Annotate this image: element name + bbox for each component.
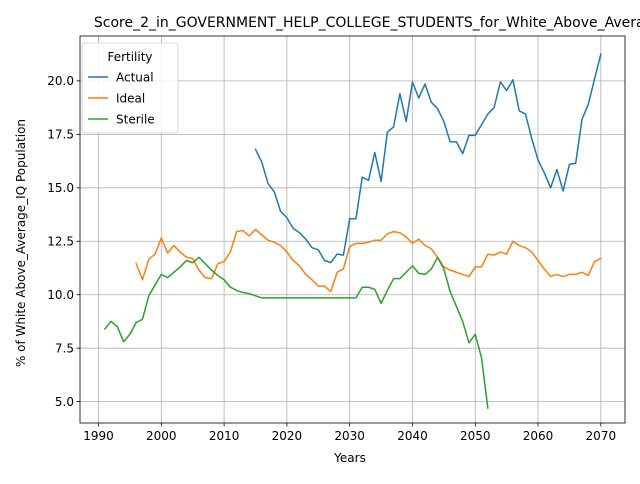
y-tick-label: 12.5: [47, 235, 74, 249]
x-tick-label: 2070: [586, 429, 617, 443]
y-tick-label: 15.0: [47, 181, 74, 195]
y-tick-label: 5.0: [55, 395, 74, 409]
legend-label-ideal: Ideal: [116, 91, 145, 105]
legend: Fertility Actual Ideal Sterile: [81, 42, 179, 134]
x-tick-label: 2020: [272, 429, 303, 443]
legend-label-sterile: Sterile: [116, 112, 155, 126]
legend-title: Fertility: [107, 50, 152, 64]
y-tick-label: 10.0: [47, 288, 74, 302]
legend-label-actual: Actual: [116, 70, 154, 84]
series-lines: [103, 53, 602, 409]
y-tick-label: 17.5: [47, 128, 74, 142]
x-tick-label: 2030: [334, 429, 365, 443]
x-tick-label: 2010: [209, 429, 240, 443]
y-axis-label: % of White Above_Average_IQ Population: [14, 119, 28, 367]
series-line-sterile: [103, 256, 489, 409]
x-axis-label: Years: [333, 451, 366, 465]
x-tick-label: 2040: [397, 429, 428, 443]
x-tick-label: 1990: [83, 429, 114, 443]
x-tick-label: 2060: [523, 429, 554, 443]
y-tick-label: 20.0: [47, 74, 74, 88]
x-tick-label: 2000: [146, 429, 177, 443]
legend-box: [81, 42, 179, 134]
series-line-actual: [254, 53, 602, 264]
y-tick-label: 7.5: [55, 341, 74, 355]
series-line-ideal: [135, 228, 602, 293]
axes: 1990 2000 2010 2020 2030 2040 2050 2060 2070 5.0 7…: [47, 74, 616, 443]
chart-title: Score_2_in_GOVERNMENT_HELP_COLLEGE_STUDE…: [94, 15, 640, 31]
plot-frame: [79, 35, 626, 424]
gridlines: [80, 36, 625, 423]
x-tick-label: 2050: [460, 429, 491, 443]
